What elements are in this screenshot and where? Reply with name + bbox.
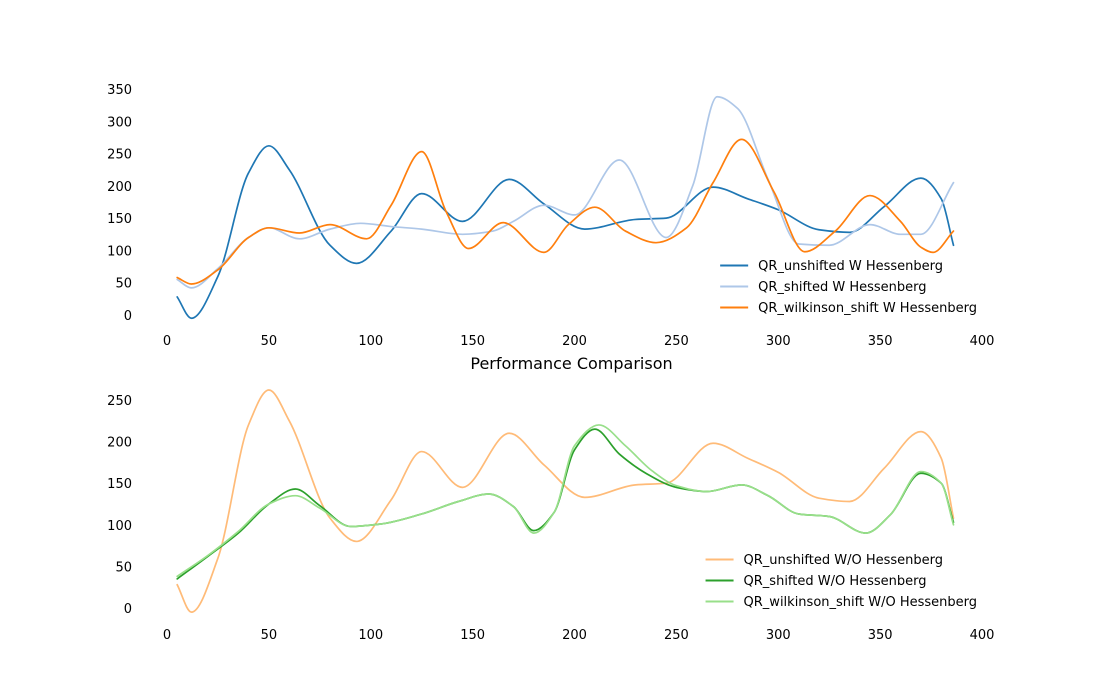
y-tick-label: 100 bbox=[107, 244, 132, 259]
y-tick-label: 200 bbox=[107, 436, 132, 451]
x-tick-label: 250 bbox=[664, 628, 689, 643]
x-tick-label: 0 bbox=[163, 334, 171, 349]
y-tick-label: 0 bbox=[124, 602, 132, 617]
chart-panel-2: Performance Comparison 0 50 100 150 200 250 0 50… bbox=[107, 354, 994, 643]
x-tick-label: 0 bbox=[163, 628, 171, 643]
y-tick-label: 50 bbox=[115, 277, 132, 292]
y-tick-label: 300 bbox=[107, 115, 132, 130]
chart-title: Performance Comparison bbox=[470, 354, 672, 373]
x-tick-label: 400 bbox=[970, 628, 995, 643]
x-tick-label: 400 bbox=[970, 334, 995, 349]
x-tick-label: 100 bbox=[358, 628, 383, 643]
y-tick-label: 350 bbox=[107, 83, 132, 98]
legend-label: QR_shifted W/O Hessenberg bbox=[744, 574, 927, 589]
x-tick-label: 50 bbox=[261, 628, 278, 643]
legend: QR_unshifted W Hessenberg QR_shifted W He… bbox=[720, 259, 977, 316]
x-tick-label: 200 bbox=[562, 628, 587, 643]
legend-label: QR_wilkinson_shift W Hessenberg bbox=[758, 301, 977, 316]
x-tick-label: 150 bbox=[460, 334, 485, 349]
y-tick-label: 0 bbox=[124, 309, 132, 324]
y-tick-label: 250 bbox=[107, 148, 132, 163]
x-tick-label: 50 bbox=[261, 334, 278, 349]
series-line-1 bbox=[176, 144, 955, 320]
x-tick-label: 250 bbox=[664, 334, 689, 349]
legend-label: QR_shifted W Hessenberg bbox=[758, 280, 926, 295]
x-tick-label: 150 bbox=[460, 628, 485, 643]
y-tick-label: 100 bbox=[107, 519, 132, 534]
legend: QR_unshifted W/O Hessenberg QR_shifted W/… bbox=[705, 553, 977, 610]
series-line-2 bbox=[176, 95, 955, 289]
y-tick-label: 150 bbox=[107, 212, 132, 227]
x-tick-label: 350 bbox=[868, 628, 893, 643]
y-tick-label: 150 bbox=[107, 477, 132, 492]
series-line-3 bbox=[176, 424, 955, 578]
x-tick-label: 300 bbox=[766, 628, 791, 643]
series-line-3 bbox=[176, 138, 955, 285]
series-line-1 bbox=[176, 389, 955, 614]
x-tick-label: 300 bbox=[766, 334, 791, 349]
legend-label: QR_unshifted W Hessenberg bbox=[758, 259, 943, 274]
x-tick-label: 200 bbox=[562, 334, 587, 349]
chart-panel-1: 0 50 100 150 200 250 300 350 0 50 100 150 200 250 300 3… bbox=[107, 83, 994, 349]
x-tick-label: 100 bbox=[358, 334, 383, 349]
legend-label: QR_wilkinson_shift W/O Hessenberg bbox=[744, 595, 977, 610]
y-tick-label: 50 bbox=[115, 560, 132, 575]
y-tick-label: 200 bbox=[107, 180, 132, 195]
legend-label: QR_unshifted W/O Hessenberg bbox=[744, 553, 943, 568]
y-tick-label: 250 bbox=[107, 394, 132, 409]
x-tick-label: 350 bbox=[868, 334, 893, 349]
